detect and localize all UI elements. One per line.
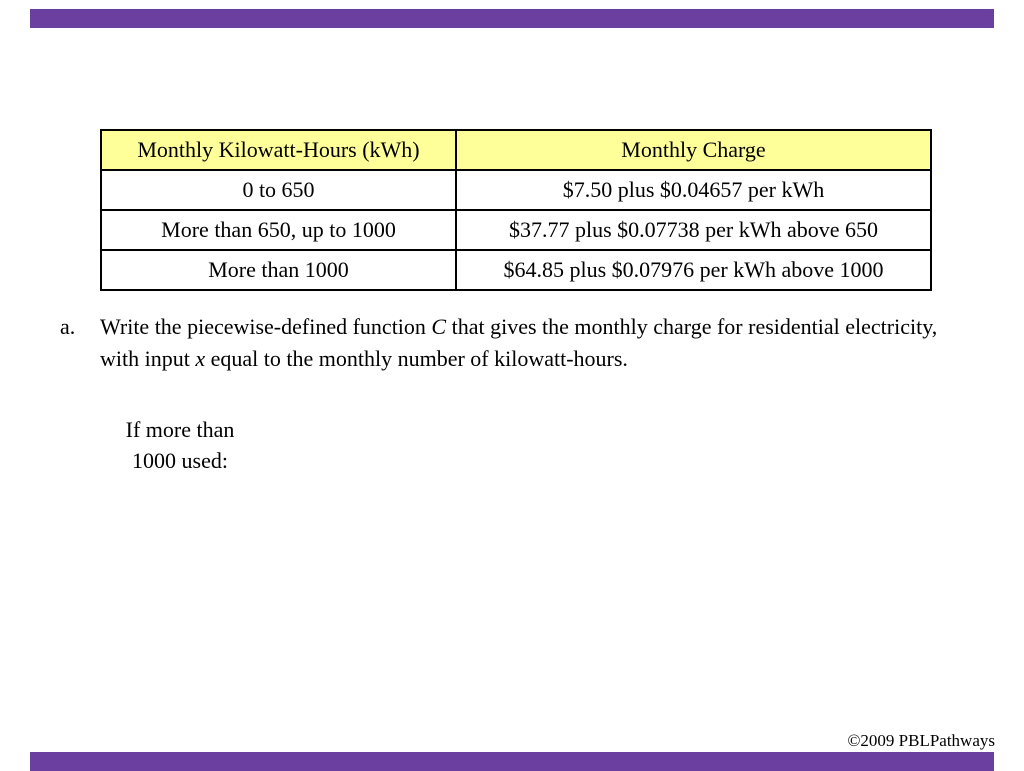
question-text-part3: equal to the monthly number of kilowatt-… xyxy=(205,346,628,371)
bottom-accent-bar xyxy=(30,752,994,771)
variable-C: C xyxy=(431,314,447,339)
rate-table: Monthly Kilowatt-Hours (kWh) Monthly Cha… xyxy=(100,129,932,291)
table-row: 0 to 650 $7.50 plus $0.04657 per kWh xyxy=(100,169,932,211)
question-text-part1: Write the piecewise-defined function xyxy=(100,314,432,339)
question-item-a: a. Write the piecewise-defined function … xyxy=(60,311,965,375)
variable-x: x xyxy=(195,346,206,371)
top-accent-bar xyxy=(30,9,994,28)
note-line-2: 1000 used: xyxy=(132,448,228,473)
table-cell-charge: $37.77 plus $0.07738 per kWh above 650 xyxy=(455,209,932,251)
note-text: If more than 1000 used: xyxy=(105,414,255,476)
question-text: Write the piecewise-defined function C t… xyxy=(100,311,965,375)
copyright-text: ©2009 PBLPathways xyxy=(847,731,995,750)
question-text-part2: that gives the monthly charge for reside… xyxy=(100,314,938,371)
table-header-row: Monthly Kilowatt-Hours (kWh) Monthly Cha… xyxy=(100,129,932,171)
table-cell-charge: $7.50 plus $0.04657 per kWh xyxy=(455,169,932,211)
table-row: More than 1000 $64.85 plus $0.07976 per … xyxy=(100,249,932,291)
table-cell-charge: $64.85 plus $0.07976 per kWh above 1000 xyxy=(455,249,932,291)
table-cell-kwh: More than 650, up to 1000 xyxy=(100,209,457,251)
table-cell-kwh: 0 to 650 xyxy=(100,169,457,211)
table-header-kwh: Monthly Kilowatt-Hours (kWh) xyxy=(100,129,457,171)
note-line-1: If more than xyxy=(125,417,235,442)
table-header-charge: Monthly Charge xyxy=(455,129,932,171)
table-row: More than 650, up to 1000 $37.77 plus $0… xyxy=(100,209,932,251)
question-label: a. xyxy=(60,314,76,339)
table-cell-kwh: More than 1000 xyxy=(100,249,457,291)
